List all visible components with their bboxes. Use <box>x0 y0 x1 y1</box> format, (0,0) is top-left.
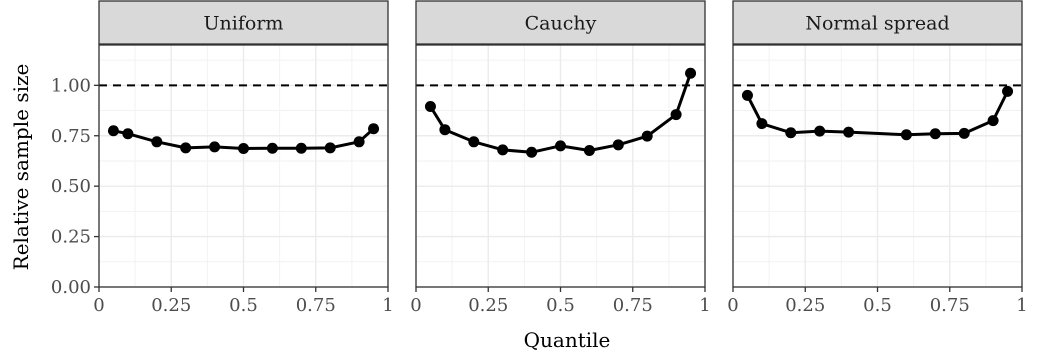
x-tick-label: 0 <box>727 295 738 316</box>
data-point <box>670 109 682 121</box>
y-axis-title: Relative sample size <box>9 64 33 271</box>
data-point <box>929 128 941 140</box>
data-point <box>641 130 653 142</box>
data-point <box>555 140 566 152</box>
y-tick-label: 1.00 <box>51 75 91 96</box>
data-point <box>497 144 509 156</box>
x-tick-label: 0.25 <box>151 295 191 316</box>
x-tick-label: 0 <box>410 295 421 316</box>
x-axis-title: Quantile <box>524 328 611 352</box>
x-tick-label: 0.75 <box>613 295 653 316</box>
data-point <box>107 125 119 137</box>
data-point <box>180 142 192 154</box>
x-tick-label: 0 <box>93 295 104 316</box>
panel-strip <box>732 0 1023 45</box>
panel-strip <box>415 0 706 45</box>
data-point <box>785 127 797 139</box>
x-tick-label: 0.25 <box>468 295 508 316</box>
data-point <box>612 139 624 151</box>
y-tick-label: 0.75 <box>51 126 91 147</box>
data-point <box>814 125 826 137</box>
data-point <box>266 142 278 154</box>
data-point <box>583 144 595 156</box>
panel-strip-label: Uniform <box>204 13 284 35</box>
panel-2: Cauchy 0 0.25 0.5 0.75 1 <box>410 0 711 316</box>
data-point <box>353 136 365 148</box>
data-point <box>368 123 380 135</box>
data-point <box>958 127 970 139</box>
y-tick-label: 0.00 <box>51 277 91 298</box>
x-tick-label: 0.5 <box>229 295 258 316</box>
x-tick-label: 0.5 <box>546 295 575 316</box>
x-tick-label: 0.5 <box>863 295 892 316</box>
x-tick-label: 1 <box>699 295 710 316</box>
x-tick-label: 0.25 <box>785 295 825 316</box>
data-point <box>122 128 134 140</box>
panel-strip-label: Cauchy <box>525 13 597 35</box>
data-point <box>324 142 336 154</box>
data-point <box>1002 85 1014 97</box>
y-tick-label: 0.50 <box>51 176 91 197</box>
y-tick-label: 0.25 <box>51 227 91 248</box>
data-point <box>424 101 436 113</box>
panel-1: Uniform 0 0.25 0.5 0.75 1 0.00 0.25 0.50 0.75 1.00 <box>51 0 394 316</box>
data-point <box>295 142 307 154</box>
data-point <box>756 118 768 130</box>
data-point <box>843 126 855 138</box>
panel-strip-label: Normal spread <box>805 13 949 35</box>
data-point <box>439 124 451 136</box>
data-point <box>741 89 753 101</box>
x-tick-label: 0.75 <box>296 295 336 316</box>
x-tick-label: 1 <box>1016 295 1027 316</box>
series-line <box>746 90 1009 137</box>
data-point <box>685 67 697 79</box>
data-point <box>900 129 912 141</box>
x-tick-label: 1 <box>382 295 393 316</box>
data-point <box>238 142 249 154</box>
data-point <box>151 136 163 148</box>
panel-3: Normal spread 0 0.25 0.5 0.75 1 <box>727 0 1028 316</box>
data-point <box>468 136 480 148</box>
data-point <box>209 141 221 153</box>
data-point <box>987 115 999 127</box>
data-point <box>526 146 538 158</box>
panel-strip <box>98 0 389 45</box>
x-tick-label: 0.75 <box>930 295 970 316</box>
